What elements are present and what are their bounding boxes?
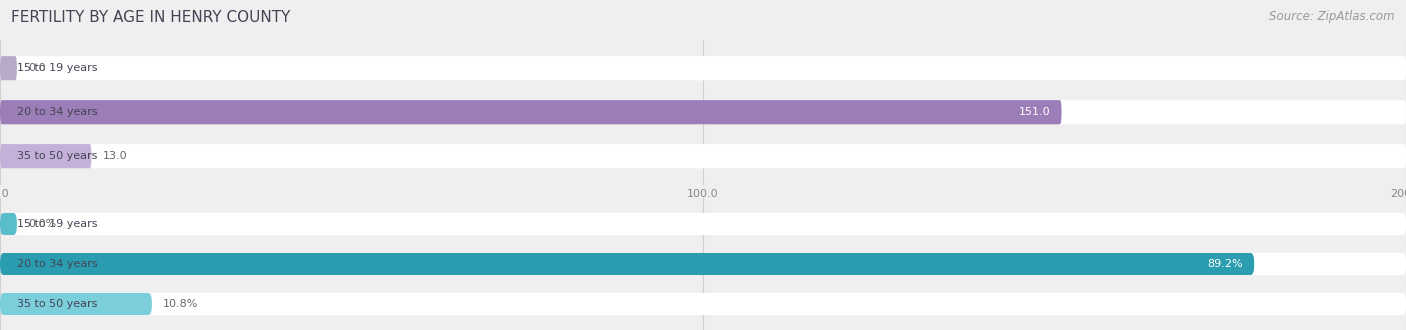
Text: 0.0: 0.0 (28, 63, 46, 73)
FancyBboxPatch shape (0, 213, 17, 235)
Text: FERTILITY BY AGE IN HENRY COUNTY: FERTILITY BY AGE IN HENRY COUNTY (11, 10, 291, 25)
Text: 151.0: 151.0 (1019, 107, 1050, 117)
FancyBboxPatch shape (0, 293, 152, 315)
FancyBboxPatch shape (0, 253, 1406, 275)
Text: 89.2%: 89.2% (1208, 259, 1243, 269)
Text: 35 to 50 years: 35 to 50 years (17, 299, 97, 309)
FancyBboxPatch shape (0, 100, 1406, 124)
Text: 20 to 34 years: 20 to 34 years (17, 259, 97, 269)
FancyBboxPatch shape (0, 56, 17, 80)
Text: 20 to 34 years: 20 to 34 years (17, 107, 97, 117)
Text: 15 to 19 years: 15 to 19 years (17, 219, 97, 229)
FancyBboxPatch shape (0, 100, 1062, 124)
FancyBboxPatch shape (0, 56, 1406, 80)
Text: 35 to 50 years: 35 to 50 years (17, 151, 97, 161)
Text: 15 to 19 years: 15 to 19 years (17, 63, 97, 73)
FancyBboxPatch shape (0, 293, 1406, 315)
Text: Source: ZipAtlas.com: Source: ZipAtlas.com (1270, 10, 1395, 23)
Text: 13.0: 13.0 (103, 151, 128, 161)
Text: 10.8%: 10.8% (163, 299, 198, 309)
FancyBboxPatch shape (0, 253, 1254, 275)
FancyBboxPatch shape (0, 144, 1406, 168)
Text: 0.0%: 0.0% (28, 219, 56, 229)
FancyBboxPatch shape (0, 144, 91, 168)
FancyBboxPatch shape (0, 213, 1406, 235)
